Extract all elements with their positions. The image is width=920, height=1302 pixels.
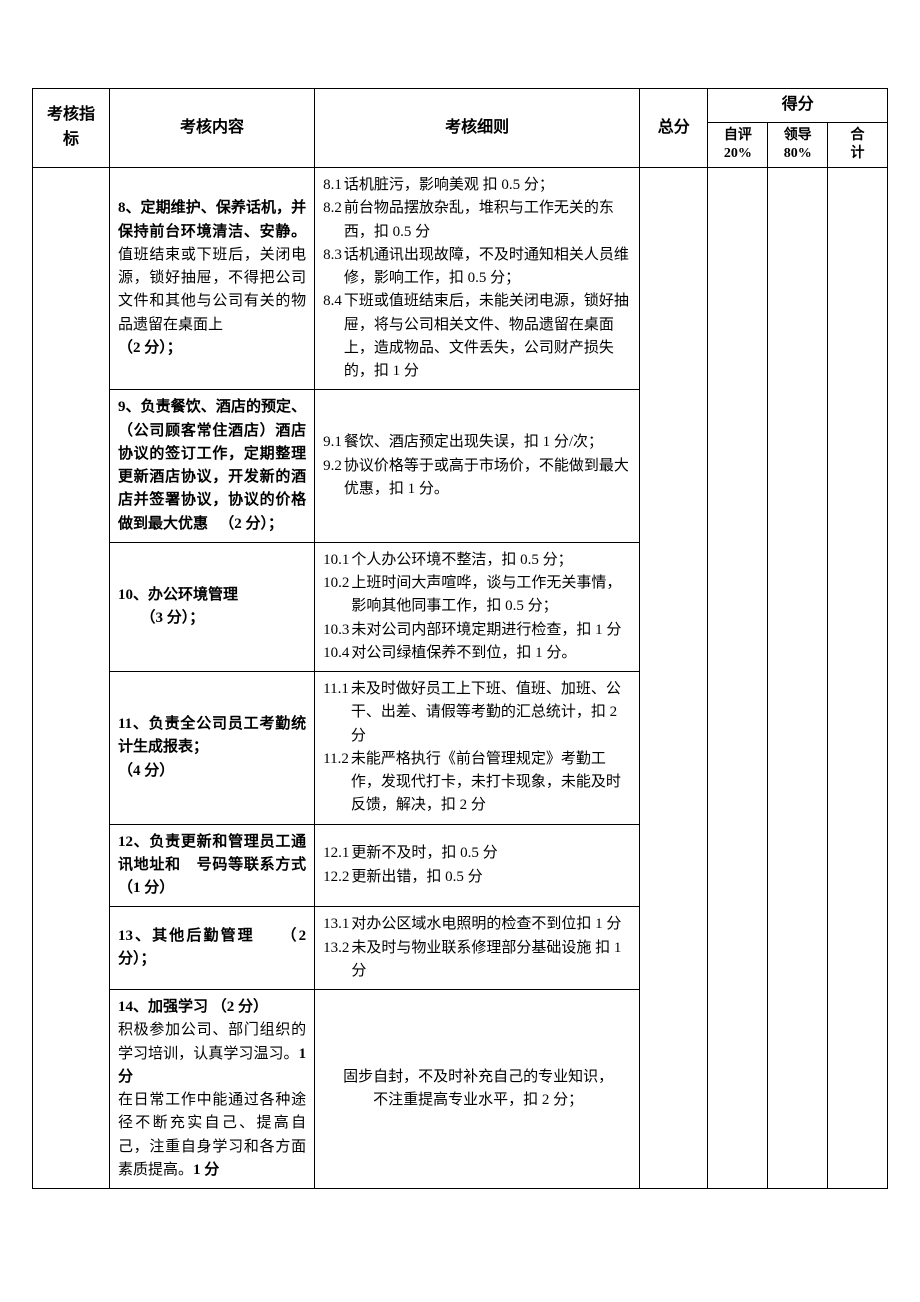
rule-text: 未能严格执行《前台管理规定》考勤工作，发现代打卡，未打卡现象，未能及时反馈，解决… xyxy=(349,748,633,818)
rules-cell: 13.1 对办公区域水电照明的检查不到位扣 1 分13.2 未及时与物业联系修理… xyxy=(315,907,640,990)
rule-text: 对办公区域水电照明的检查不到位扣 1 分 xyxy=(349,913,633,936)
rule-text: 更新不及时，扣 0.5 分 xyxy=(349,842,633,865)
content-cell: 11、负责全公司员工考勤统计生成报表；（4 分） xyxy=(109,672,314,825)
sum-cell xyxy=(828,168,888,1189)
rule-text: 话机脏污，影响美观 扣 0.5 分； xyxy=(342,174,633,197)
rule-text: 前台物品摆放杂乱，堆积与工作无关的东西，扣 0.5 分 xyxy=(342,197,633,244)
rule-line: 10.1 个人办公环境不整洁，扣 0.5 分； xyxy=(323,549,633,572)
rules-cell: 8.1 话机脏污，影响美观 扣 0.5 分；8.2 前台物品摆放杂乱，堆积与工作… xyxy=(315,168,640,390)
content-cell: 14、加强学习 （2 分）积极参加公司、部门组织的学习培训，认真学习温习。1 分… xyxy=(109,990,314,1189)
rule-text: 未及时与物业联系修理部分基础设施 扣 1 分 xyxy=(349,937,633,984)
rule-text: 未及时做好员工上下班、值班、加班、公干、出差、请假等考勤的汇总统计，扣 2 分 xyxy=(349,678,633,748)
rule-line: 9.1 餐饮、酒店预定出现失误，扣 1 分/次； xyxy=(323,431,633,454)
indicator-cell xyxy=(33,168,110,1189)
rules-cell: 12.1 更新不及时，扣 0.5 分12.2 更新出错，扣 0.5 分 xyxy=(315,824,640,907)
rule-text: 餐饮、酒店预定出现失误，扣 1 分/次； xyxy=(342,431,633,454)
rule-number: 13.1 xyxy=(323,913,349,936)
rule-number: 8.4 xyxy=(323,290,342,383)
table-header: 考核指标 考核内容 考核细则 总分 得分 自评20% 领导80% 合计 xyxy=(33,89,888,168)
rule-number: 8.2 xyxy=(323,197,342,244)
rule-line: 10.2 上班时间大声喧哗，谈与工作无关事情，影响其他同事工作，扣 0.5 分； xyxy=(323,572,633,619)
rule-number: 10.3 xyxy=(323,619,349,642)
rule-number: 10.2 xyxy=(323,572,349,619)
rule-line: 8.2 前台物品摆放杂乱，堆积与工作无关的东西，扣 0.5 分 xyxy=(323,197,633,244)
leader-cell xyxy=(768,168,828,1189)
rule-text: 话机通讯出现故障，不及时通知相关人员维修，影响工作，扣 0.5 分； xyxy=(342,244,633,291)
rules-cell: 固步自封，不及时补充自己的专业知识，不注重提高专业水平，扣 2 分； xyxy=(315,990,640,1189)
content-cell: 12、负责更新和管理员工通讯地址和 号码等联系方式（1 分） xyxy=(109,824,314,907)
rule-line: 8.1 话机脏污，影响美观 扣 0.5 分； xyxy=(323,174,633,197)
header-content: 考核内容 xyxy=(109,89,314,168)
content-cell: 10、办公环境管理 （3 分）； xyxy=(109,542,314,671)
rule-line: 11.1 未及时做好员工上下班、值班、加班、公干、出差、请假等考勤的汇总统计，扣… xyxy=(323,678,633,748)
rule-number: 12.2 xyxy=(323,866,349,889)
self-cell xyxy=(708,168,768,1189)
rule-text: 未对公司内部环境定期进行检查，扣 1 分 xyxy=(349,619,633,642)
rule-text: 对公司绿植保养不到位，扣 1 分。 xyxy=(349,642,633,665)
rule-line: 12.2 更新出错，扣 0.5 分 xyxy=(323,866,633,889)
rule-line: 13.2 未及时与物业联系修理部分基础设施 扣 1 分 xyxy=(323,937,633,984)
total-cell xyxy=(640,168,708,1189)
rules-cell: 11.1 未及时做好员工上下班、值班、加班、公干、出差、请假等考勤的汇总统计，扣… xyxy=(315,672,640,825)
rule-number: 8.3 xyxy=(323,244,342,291)
rule-text: 下班或值班结束后，未能关闭电源，锁好抽屉，将与公司相关文件、物品遗留在桌面上，造… xyxy=(342,290,633,383)
assessment-table: 考核指标 考核内容 考核细则 总分 得分 自评20% 领导80% 合计 8、定期… xyxy=(32,88,888,1189)
rule-text: 协议价格等于或高于市场价，不能做到最大优惠，扣 1 分。 xyxy=(342,455,633,502)
rule-line: 12.1 更新不及时，扣 0.5 分 xyxy=(323,842,633,865)
table-body: 8、定期维护、保养话机，并保持前台环境清洁、安静。值班结束或下班后，关闭电源，锁… xyxy=(33,168,888,1189)
content-cell: 9、负责餐饮、酒店的预定、（公司顾客常住酒店）酒店协议的签订工作，定期整理更新酒… xyxy=(109,390,314,543)
rule-number: 10.4 xyxy=(323,642,349,665)
header-self: 自评20% xyxy=(708,122,768,167)
rule-number: 10.1 xyxy=(323,549,349,572)
rule-line: 13.1 对办公区域水电照明的检查不到位扣 1 分 xyxy=(323,913,633,936)
rule-line: 10.4 对公司绿植保养不到位，扣 1 分。 xyxy=(323,642,633,665)
rule-number: 9.2 xyxy=(323,455,342,502)
table-row: 8、定期维护、保养话机，并保持前台环境清洁、安静。值班结束或下班后，关闭电源，锁… xyxy=(33,168,888,390)
rule-line: 11.2 未能严格执行《前台管理规定》考勤工作，发现代打卡，未打卡现象，未能及时… xyxy=(323,748,633,818)
rule-number: 9.1 xyxy=(323,431,342,454)
rule-text: 个人办公环境不整洁，扣 0.5 分； xyxy=(349,549,633,572)
content-cell: 8、定期维护、保养话机，并保持前台环境清洁、安静。值班结束或下班后，关闭电源，锁… xyxy=(109,168,314,390)
rule-line: 9.2 协议价格等于或高于市场价，不能做到最大优惠，扣 1 分。 xyxy=(323,455,633,502)
rule-number: 12.1 xyxy=(323,842,349,865)
rules-cell: 10.1 个人办公环境不整洁，扣 0.5 分；10.2 上班时间大声喧哗，谈与工… xyxy=(315,542,640,671)
header-leader: 领导80% xyxy=(768,122,828,167)
rule-text: 上班时间大声喧哗，谈与工作无关事情，影响其他同事工作，扣 0.5 分； xyxy=(349,572,633,619)
rule-text: 更新出错，扣 0.5 分 xyxy=(349,866,633,889)
header-indicator: 考核指标 xyxy=(33,89,110,168)
rule-line: 8.3 话机通讯出现故障，不及时通知相关人员维修，影响工作，扣 0.5 分； xyxy=(323,244,633,291)
rule-number: 11.1 xyxy=(323,678,349,748)
rule-line: 8.4 下班或值班结束后，未能关闭电源，锁好抽屉，将与公司相关文件、物品遗留在桌… xyxy=(323,290,633,383)
rule-number: 13.2 xyxy=(323,937,349,984)
header-score: 得分 xyxy=(708,89,888,123)
header-rules: 考核细则 xyxy=(315,89,640,168)
rule-number: 11.2 xyxy=(323,748,349,818)
header-total: 总分 xyxy=(640,89,708,168)
rule-number: 8.1 xyxy=(323,174,342,197)
header-sum: 合计 xyxy=(828,122,888,167)
rules-cell: 9.1 餐饮、酒店预定出现失误，扣 1 分/次；9.2 协议价格等于或高于市场价… xyxy=(315,390,640,543)
rule-line: 10.3 未对公司内部环境定期进行检查，扣 1 分 xyxy=(323,619,633,642)
content-cell: 13、其他后勤管理 （2 分）； xyxy=(109,907,314,990)
